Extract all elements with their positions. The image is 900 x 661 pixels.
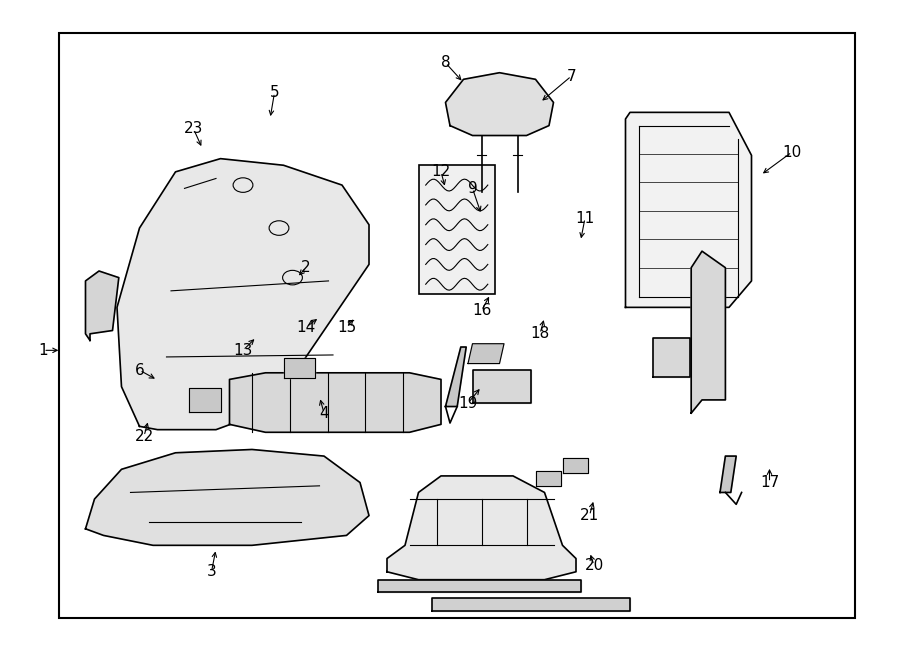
Polygon shape xyxy=(189,388,220,412)
Polygon shape xyxy=(387,476,576,580)
Text: 22: 22 xyxy=(134,429,154,444)
Text: 17: 17 xyxy=(760,475,779,490)
Polygon shape xyxy=(652,338,690,377)
Text: 12: 12 xyxy=(431,165,451,179)
Polygon shape xyxy=(432,598,630,611)
Text: 10: 10 xyxy=(782,145,802,159)
Text: 16: 16 xyxy=(472,303,491,318)
Bar xyxy=(418,165,495,294)
Polygon shape xyxy=(86,271,119,340)
Polygon shape xyxy=(562,458,588,473)
Polygon shape xyxy=(472,370,531,403)
Text: 5: 5 xyxy=(270,85,279,100)
Text: 4: 4 xyxy=(320,406,328,420)
Polygon shape xyxy=(284,358,315,378)
Polygon shape xyxy=(446,73,554,136)
Polygon shape xyxy=(536,471,561,486)
Text: 19: 19 xyxy=(458,396,478,410)
Polygon shape xyxy=(468,344,504,364)
Polygon shape xyxy=(446,347,466,407)
Text: 9: 9 xyxy=(468,181,477,196)
Text: 14: 14 xyxy=(296,320,316,334)
Text: 8: 8 xyxy=(441,56,450,70)
Text: 1: 1 xyxy=(39,343,48,358)
Text: 18: 18 xyxy=(530,327,550,341)
Text: 6: 6 xyxy=(135,363,144,377)
Text: 13: 13 xyxy=(233,343,253,358)
Bar xyxy=(58,33,855,618)
Text: 20: 20 xyxy=(584,558,604,572)
Polygon shape xyxy=(626,112,752,307)
Polygon shape xyxy=(720,456,736,492)
Text: 21: 21 xyxy=(580,508,599,523)
Text: 7: 7 xyxy=(567,69,576,83)
Text: 2: 2 xyxy=(302,260,310,275)
Polygon shape xyxy=(378,580,580,592)
Polygon shape xyxy=(86,449,369,545)
Polygon shape xyxy=(691,251,725,413)
Text: 23: 23 xyxy=(184,122,203,136)
Text: 15: 15 xyxy=(337,320,356,334)
Polygon shape xyxy=(117,159,369,430)
Text: 11: 11 xyxy=(575,211,595,225)
Text: 3: 3 xyxy=(207,564,216,579)
Polygon shape xyxy=(230,373,441,432)
